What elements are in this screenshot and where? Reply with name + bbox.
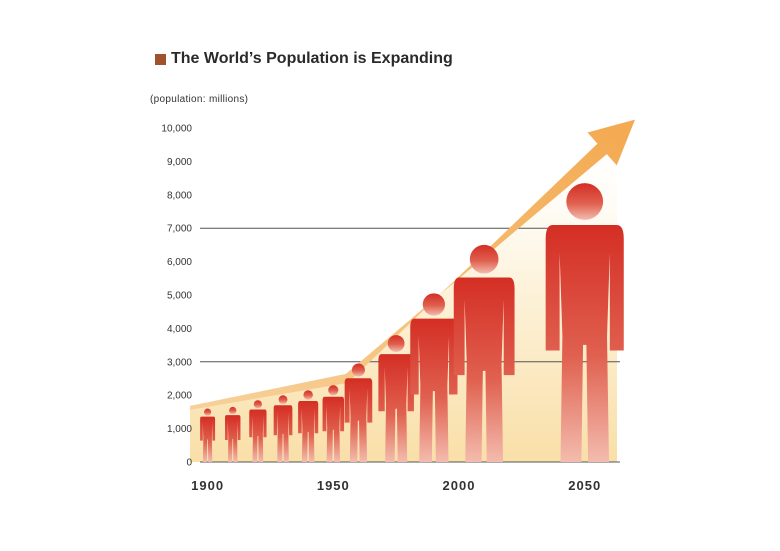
population-figure-1990: [410, 293, 458, 462]
x-tick-label-1900: 1900: [191, 478, 224, 493]
title-square-icon: [155, 53, 166, 65]
x-tick-label-2000: 2000: [443, 478, 476, 493]
population-figure-1950: [322, 385, 345, 462]
population-figure-1910: [225, 406, 241, 462]
population-figure-2010: [453, 244, 515, 462]
area-under-trend: [190, 136, 617, 462]
x-tick-label-2050: 2050: [568, 478, 601, 493]
y-tick-label: 5,000: [167, 291, 192, 302]
population-figure-1940: [298, 390, 319, 462]
y-tick-label: 1,000: [167, 424, 192, 435]
population-figure-1975: [378, 335, 414, 462]
population-figure-1930: [273, 395, 293, 462]
y-tick-label: 6,000: [167, 257, 192, 268]
y-tick-label: 3,000: [167, 357, 192, 368]
y-tick-label: 2,000: [167, 391, 192, 402]
population-figure-2050: [545, 183, 624, 462]
y-tick-label: 7,000: [167, 224, 192, 235]
y-tick-label: 10,000: [161, 124, 192, 135]
chart-title: The World’s Population is Expanding: [171, 50, 453, 67]
y-tick-label: 0: [186, 458, 192, 469]
y-axis-unit-label: (population: millions): [150, 94, 249, 105]
population-figure-1900: [200, 408, 216, 462]
y-tick-label: 4,000: [167, 324, 192, 335]
population-figure-1960: [344, 363, 373, 462]
y-tick-label: 9,000: [167, 157, 192, 168]
y-tick-label: 8,000: [167, 190, 192, 201]
chart-title-row: The World’s Population is Expanding: [155, 50, 453, 68]
population-figure-1920: [249, 400, 267, 462]
x-tick-label-1950: 1950: [317, 478, 350, 493]
